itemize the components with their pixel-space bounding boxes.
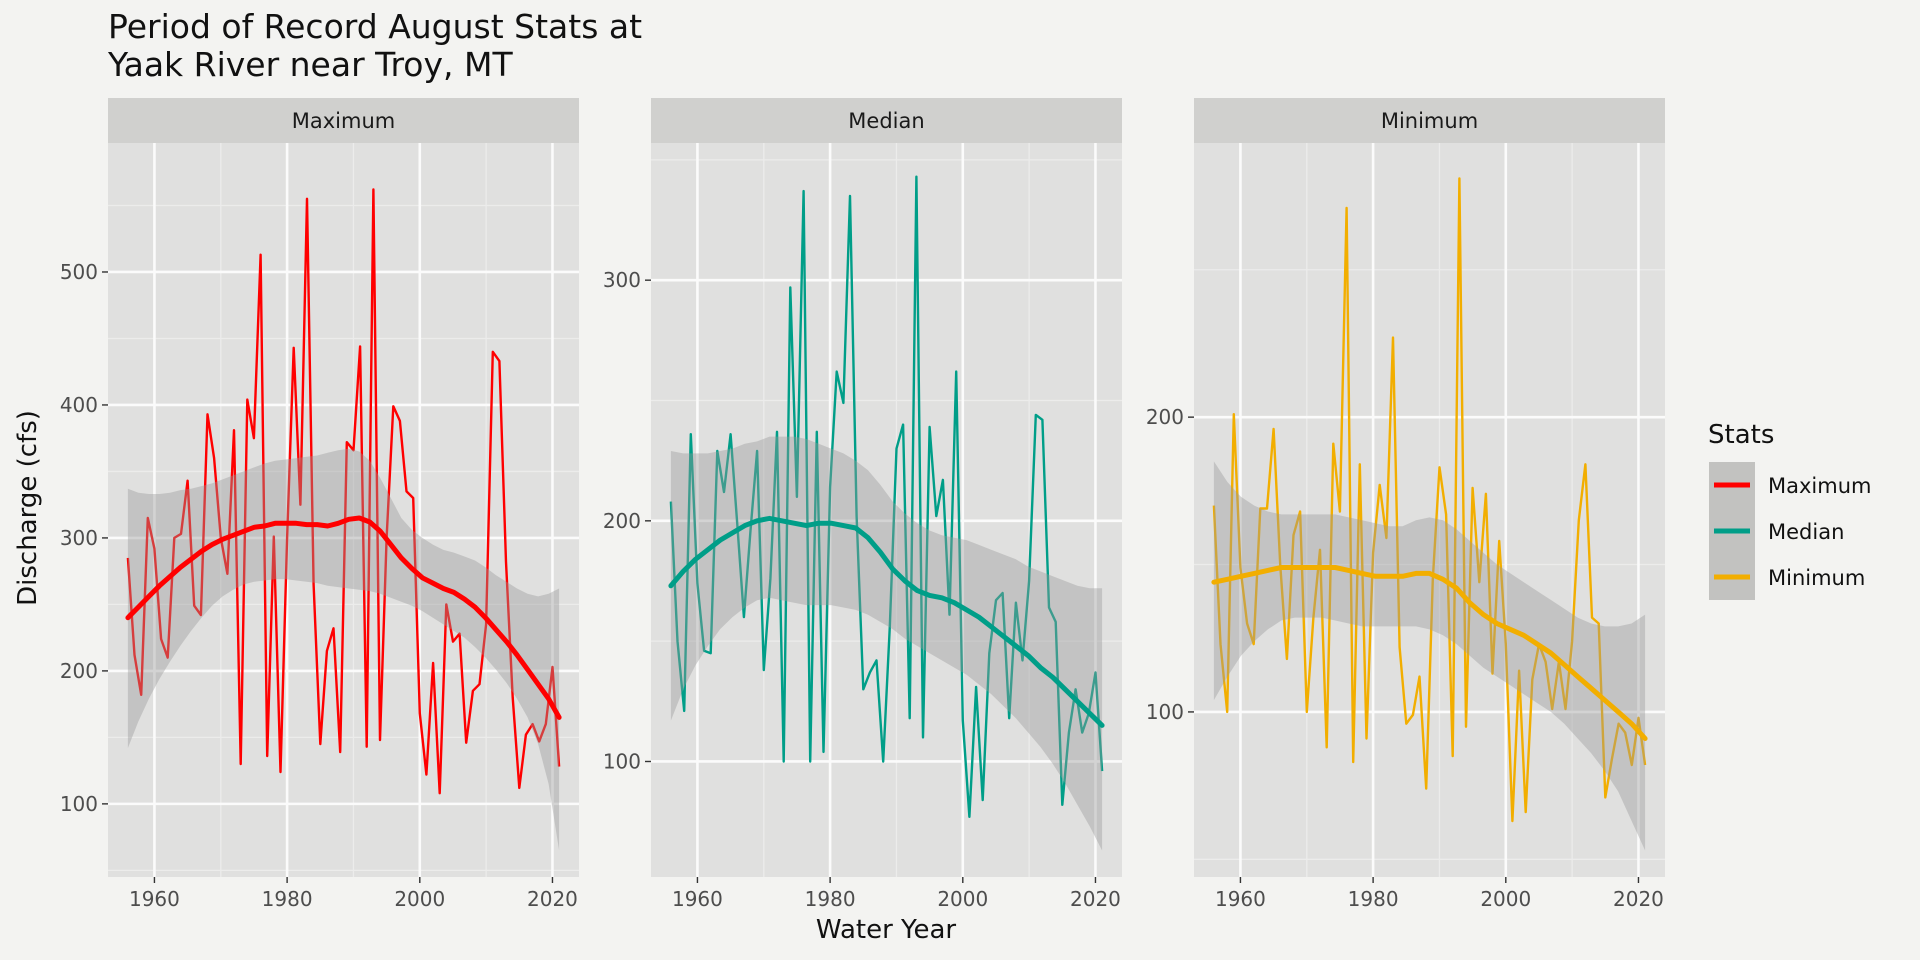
- panel-median: Median 1960 1980 2000 2020 100 200 300: [603, 98, 1122, 911]
- facet-strip-label: Median: [848, 109, 924, 133]
- x-tick-label: 1980: [1348, 887, 1399, 911]
- confidence-band: [127, 448, 560, 851]
- y-tick-label: 300: [603, 268, 641, 292]
- y-tick-label: 400: [60, 393, 98, 417]
- panel-background: [108, 143, 579, 877]
- trend-line-median: [668, 515, 1105, 728]
- y-tick-label: 100: [1146, 700, 1184, 724]
- y-tick-label: 200: [1146, 405, 1184, 429]
- facet-strip: [108, 98, 579, 143]
- series-line-minimum: [1212, 177, 1647, 823]
- x-tick-label: 1960: [129, 887, 180, 911]
- x-axis-title: Water Year: [816, 915, 956, 945]
- y-tick-label: 200: [603, 509, 641, 533]
- series-line-median: [669, 175, 1104, 818]
- facet-panels: Maximum 1960 1980 2000 2020 100 200 300 400 500 Me…: [60, 98, 1665, 911]
- chart-title-line-2: Yaak River near Troy, MT: [107, 45, 513, 84]
- x-tick-label: 2000: [394, 887, 445, 911]
- legend-label: Maximum: [1768, 474, 1871, 498]
- x-tick-label: 2000: [1480, 887, 1531, 911]
- x-tick-label: 1980: [805, 887, 856, 911]
- panel-maximum: Maximum 1960 1980 2000 2020 100 200 300 400 500: [60, 98, 579, 911]
- chart-title-line-1: Period of Record August Stats at: [108, 7, 642, 46]
- x-tick-label: 1980: [262, 887, 313, 911]
- y-tick-label: 300: [60, 526, 98, 550]
- x-tick-label: 2020: [1613, 887, 1664, 911]
- panel-minimum: Minimum 1960 1980 2000 2020 100 200: [1146, 98, 1665, 911]
- x-tick-label: 1960: [672, 887, 723, 911]
- y-tick-label: 100: [60, 792, 98, 816]
- x-tick-label: 2020: [1070, 887, 1121, 911]
- confidence-band: [1213, 461, 1646, 851]
- legend: Stats Maximum Median Minimum: [1708, 420, 1871, 600]
- confidence-band: [670, 436, 1103, 851]
- legend-entry-median: Median: [1709, 508, 1844, 554]
- facet-strip: [651, 98, 1122, 143]
- series-line-maximum: [126, 188, 561, 795]
- x-tick-label: 2000: [937, 887, 988, 911]
- trend-line-minimum: [1211, 565, 1648, 741]
- panel-background: [1194, 143, 1665, 877]
- facet-strip-label: Maximum: [292, 109, 395, 133]
- x-tick-label: 2020: [527, 887, 578, 911]
- facet-strip: [1194, 98, 1665, 143]
- y-axis-title: Discharge (cfs): [13, 410, 43, 606]
- legend-label: Minimum: [1768, 566, 1865, 590]
- y-tick-label: 500: [60, 260, 98, 284]
- legend-entry-minimum: Minimum: [1709, 554, 1865, 600]
- legend-label: Median: [1768, 520, 1844, 544]
- facet-strip-label: Minimum: [1381, 109, 1478, 133]
- panel-background: [651, 143, 1122, 877]
- x-tick-label: 1960: [1215, 887, 1266, 911]
- legend-title: Stats: [1708, 420, 1774, 450]
- y-tick-label: 100: [603, 749, 641, 773]
- y-tick-label: 200: [60, 659, 98, 683]
- trend-line-maximum: [125, 515, 562, 720]
- legend-entry-maximum: Maximum: [1709, 462, 1871, 508]
